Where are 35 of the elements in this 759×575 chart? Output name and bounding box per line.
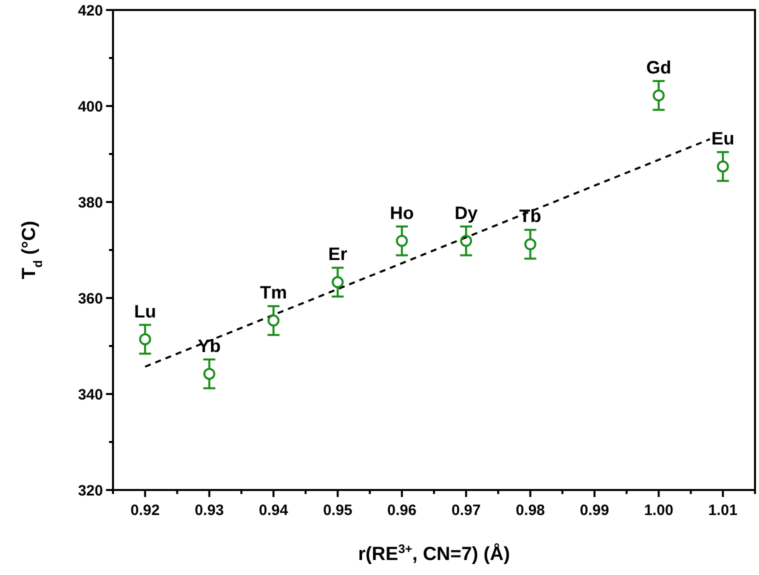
annotation: Ho [390, 202, 414, 223]
y-tick-label: 420 [78, 2, 103, 20]
annotation: Tm [260, 282, 287, 303]
y-tick-label: 340 [78, 386, 103, 404]
x-tick-label: 0.97 [452, 502, 481, 519]
x-tick-label: 1.01 [708, 502, 738, 519]
annotation: Tb [519, 206, 542, 226]
y-tick-label: 380 [78, 194, 103, 212]
x-tick-label: 0.99 [580, 502, 610, 519]
point [652, 89, 665, 102]
x-axis-title: r(RE$^{3+}$, CN=7) (Å) [358, 542, 510, 565]
y-tick-label: 400 [78, 98, 103, 116]
annotation: Gd [646, 57, 672, 78]
point [268, 314, 280, 327]
x-tick-label: 0.96 [387, 502, 416, 519]
annotation: Er [328, 244, 348, 264]
annotation: Dy [454, 202, 478, 223]
x-tick-label: 0.92 [130, 502, 160, 519]
x-tick-label: 0.93 [194, 502, 224, 519]
point [460, 234, 472, 247]
x-tick-label: 0.94 [258, 502, 289, 519]
point [332, 276, 344, 288]
annotation: Lu [134, 301, 156, 322]
annotation: Eu [711, 128, 734, 148]
point [203, 368, 216, 380]
annotation: Yb [198, 336, 221, 356]
x-tick-label: 1.00 [644, 502, 674, 519]
point [716, 160, 729, 172]
point [139, 333, 152, 346]
point [396, 234, 408, 247]
x-tick-label: 0.98 [516, 502, 545, 519]
y-tick-label: 360 [78, 290, 103, 308]
x-tick-label: 0.95 [323, 502, 352, 519]
y-tick-label: 320 [78, 482, 103, 500]
point [524, 238, 536, 250]
